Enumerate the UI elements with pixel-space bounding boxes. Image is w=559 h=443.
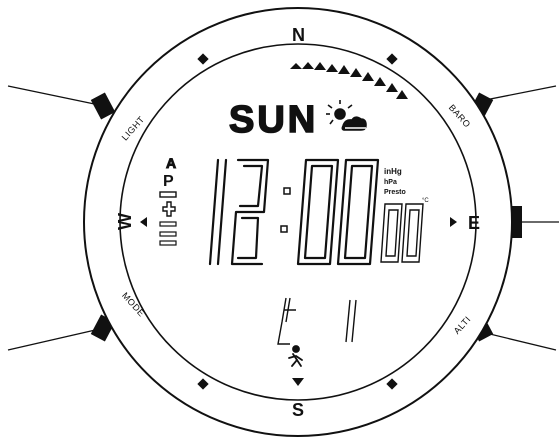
time-display: [208, 158, 424, 266]
hour-ones-digit: [230, 158, 270, 266]
inner-bezel: [119, 43, 477, 401]
unit-labels: inHg hPa Presto °C: [384, 167, 429, 204]
unit-presto: Presto: [384, 189, 406, 196]
minute-ones-digit: [336, 158, 380, 266]
unit-celsius: °C: [422, 198, 429, 204]
seconds-digits: [380, 203, 424, 263]
left-indicators: A P: [159, 155, 177, 246]
unit-hpa: hPa: [384, 179, 397, 186]
hour-tens-digit: [208, 158, 228, 266]
day-text: SUN: [229, 99, 318, 141]
west-label: W: [115, 213, 135, 230]
south-label: S: [292, 400, 304, 420]
south-arrow-icon: [292, 378, 304, 386]
trend-arrow-icon: [290, 62, 408, 99]
colon-bottom: [280, 225, 288, 233]
bezel-markers: [197, 53, 398, 390]
runner-icon: [288, 345, 303, 367]
day-display: SUN: [228, 98, 318, 142]
sun-cloud-icon: [326, 100, 367, 131]
colon-top: [283, 187, 291, 195]
unit-inhg: inHg: [384, 167, 402, 176]
north-label: N: [292, 25, 305, 45]
indicator-p: P: [163, 173, 174, 190]
outer-bezel: [83, 7, 513, 437]
indicator-a: A: [166, 155, 176, 171]
light-button[interactable]: [90, 92, 116, 120]
east-arrow-icon: [450, 217, 457, 227]
direction-arrows: [140, 217, 457, 386]
plus-indicator: [162, 201, 176, 217]
west-arrow-icon: [140, 217, 147, 227]
minute-tens-digit: [296, 158, 340, 266]
east-label: E: [468, 213, 480, 233]
minus-indicator: [159, 191, 177, 198]
lower-digits: [278, 298, 357, 344]
